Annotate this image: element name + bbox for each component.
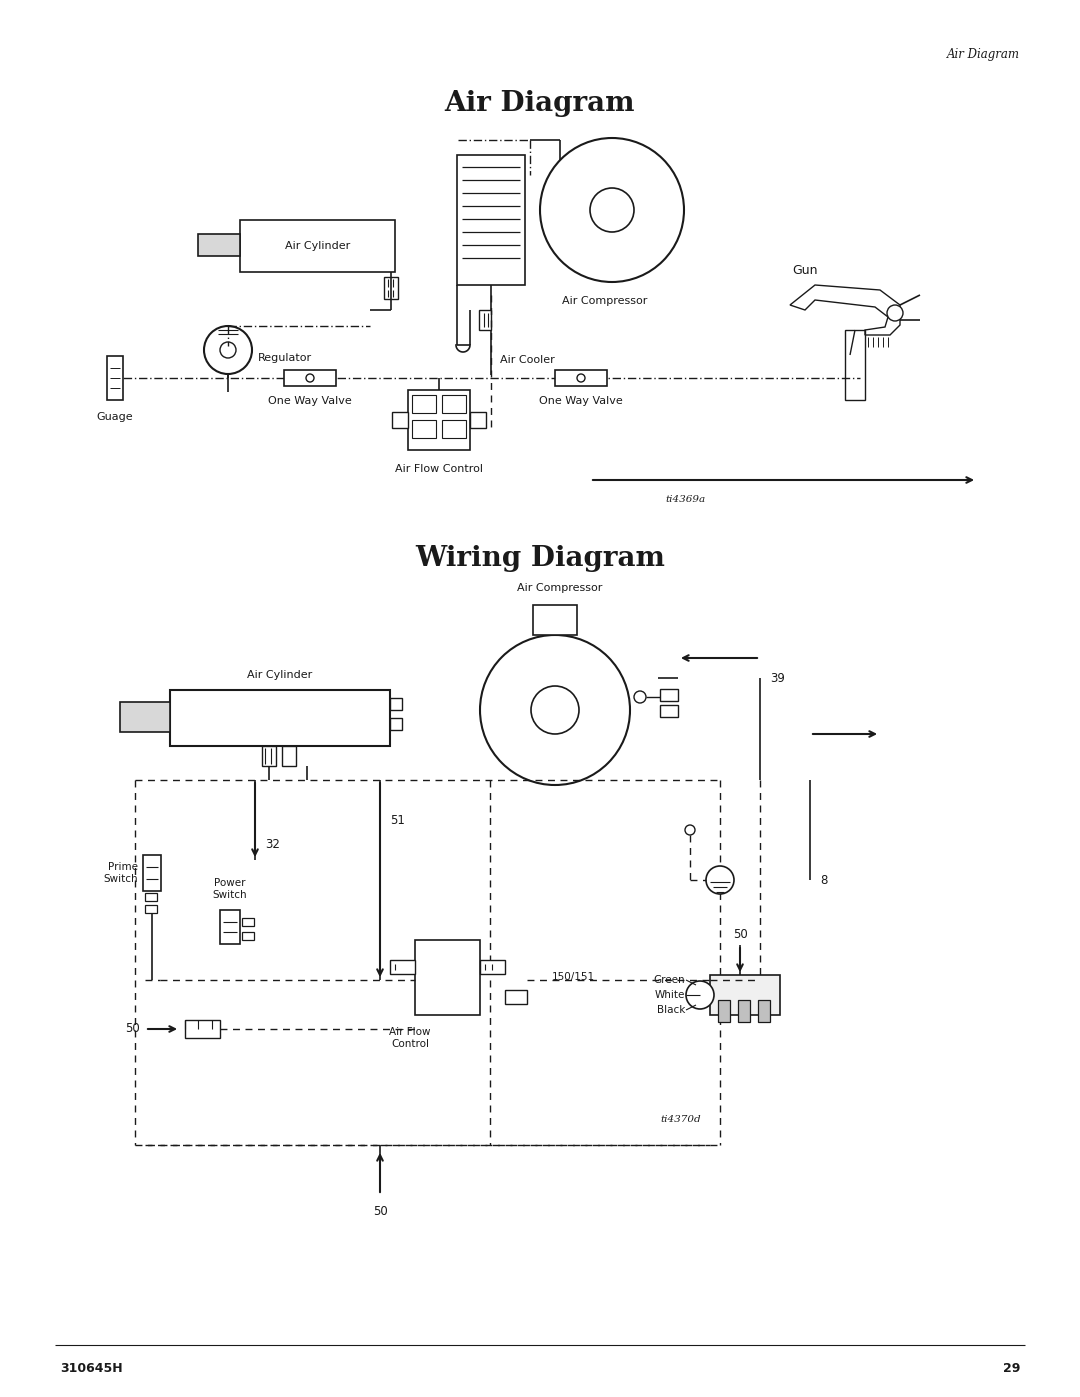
Text: Prime
Switch: Prime Switch [104, 862, 138, 884]
Circle shape [686, 981, 714, 1009]
Bar [198, 235, 240, 256]
Text: Air Cooler: Air Cooler [500, 355, 555, 365]
Text: 310645H: 310645H [60, 1362, 123, 1375]
Bar [480, 960, 505, 974]
Bar [480, 310, 491, 330]
Text: Air Diagram: Air Diagram [947, 47, 1020, 61]
Text: 50: 50 [373, 1206, 388, 1218]
Circle shape [706, 866, 734, 894]
Bar [240, 219, 395, 272]
Text: 32: 32 [265, 838, 280, 852]
Circle shape [426, 956, 470, 999]
Circle shape [590, 189, 634, 232]
Text: 8: 8 [820, 873, 827, 887]
Bar [390, 698, 402, 710]
Bar [534, 605, 577, 636]
Bar [120, 703, 170, 732]
Bar [185, 1020, 220, 1038]
Bar [738, 1000, 750, 1023]
Text: Air Compressor: Air Compressor [517, 583, 603, 592]
Text: 29: 29 [1002, 1362, 1020, 1375]
Bar [143, 855, 161, 891]
Circle shape [577, 374, 585, 381]
Text: 39: 39 [770, 672, 785, 685]
Text: Air Flow
Control: Air Flow Control [389, 1027, 431, 1049]
Bar [390, 718, 402, 731]
Bar [411, 395, 436, 414]
Text: 150/151: 150/151 [552, 972, 595, 982]
Bar [220, 909, 240, 944]
Circle shape [204, 326, 252, 374]
Circle shape [634, 692, 646, 703]
Circle shape [306, 374, 314, 381]
Bar [470, 412, 486, 427]
Bar [262, 746, 276, 766]
Text: Air Compressor: Air Compressor [563, 296, 648, 306]
Circle shape [220, 342, 237, 358]
Text: Green: Green [653, 975, 685, 985]
Text: Guage: Guage [97, 412, 133, 422]
Text: 50: 50 [732, 929, 747, 942]
Text: 51: 51 [390, 813, 405, 827]
Text: Air Flow Control: Air Flow Control [395, 464, 483, 474]
Text: Air Diagram: Air Diagram [445, 89, 635, 117]
Text: One Way Valve: One Way Valve [539, 395, 623, 407]
Bar [457, 155, 525, 285]
Circle shape [480, 636, 630, 785]
Bar [145, 905, 157, 914]
Text: ti4370d: ti4370d [660, 1115, 701, 1125]
Text: White: White [654, 990, 685, 1000]
Bar [145, 893, 157, 901]
Text: Power
Switch: Power Switch [213, 879, 247, 900]
Bar [710, 975, 780, 1016]
Bar [242, 932, 254, 940]
Bar [505, 990, 527, 1004]
Bar [442, 420, 465, 439]
Bar [242, 918, 254, 926]
Bar [384, 277, 399, 299]
Text: Regulator: Regulator [258, 353, 312, 363]
Text: 50: 50 [125, 1023, 140, 1035]
Circle shape [887, 305, 903, 321]
Bar [718, 1000, 730, 1023]
Text: Black: Black [657, 1004, 685, 1016]
Bar [555, 370, 607, 386]
Bar [660, 689, 678, 701]
Bar [408, 390, 470, 450]
Text: ti4369a: ti4369a [665, 496, 705, 504]
Text: Wiring Diagram: Wiring Diagram [415, 545, 665, 571]
Bar [411, 420, 436, 439]
Bar [284, 370, 336, 386]
Text: Gun: Gun [792, 264, 818, 278]
Bar [660, 705, 678, 717]
Text: One Way Valve: One Way Valve [268, 395, 352, 407]
Bar [758, 1000, 770, 1023]
Circle shape [531, 686, 579, 733]
Bar [170, 690, 390, 746]
Bar [392, 412, 408, 427]
Bar [390, 960, 415, 974]
Text: Air Cylinder: Air Cylinder [285, 242, 350, 251]
Bar [282, 746, 296, 766]
Circle shape [685, 826, 696, 835]
Bar [107, 356, 123, 400]
Bar [415, 940, 480, 1016]
Bar [442, 395, 465, 414]
Text: Air Cylinder: Air Cylinder [247, 671, 312, 680]
Circle shape [540, 138, 684, 282]
